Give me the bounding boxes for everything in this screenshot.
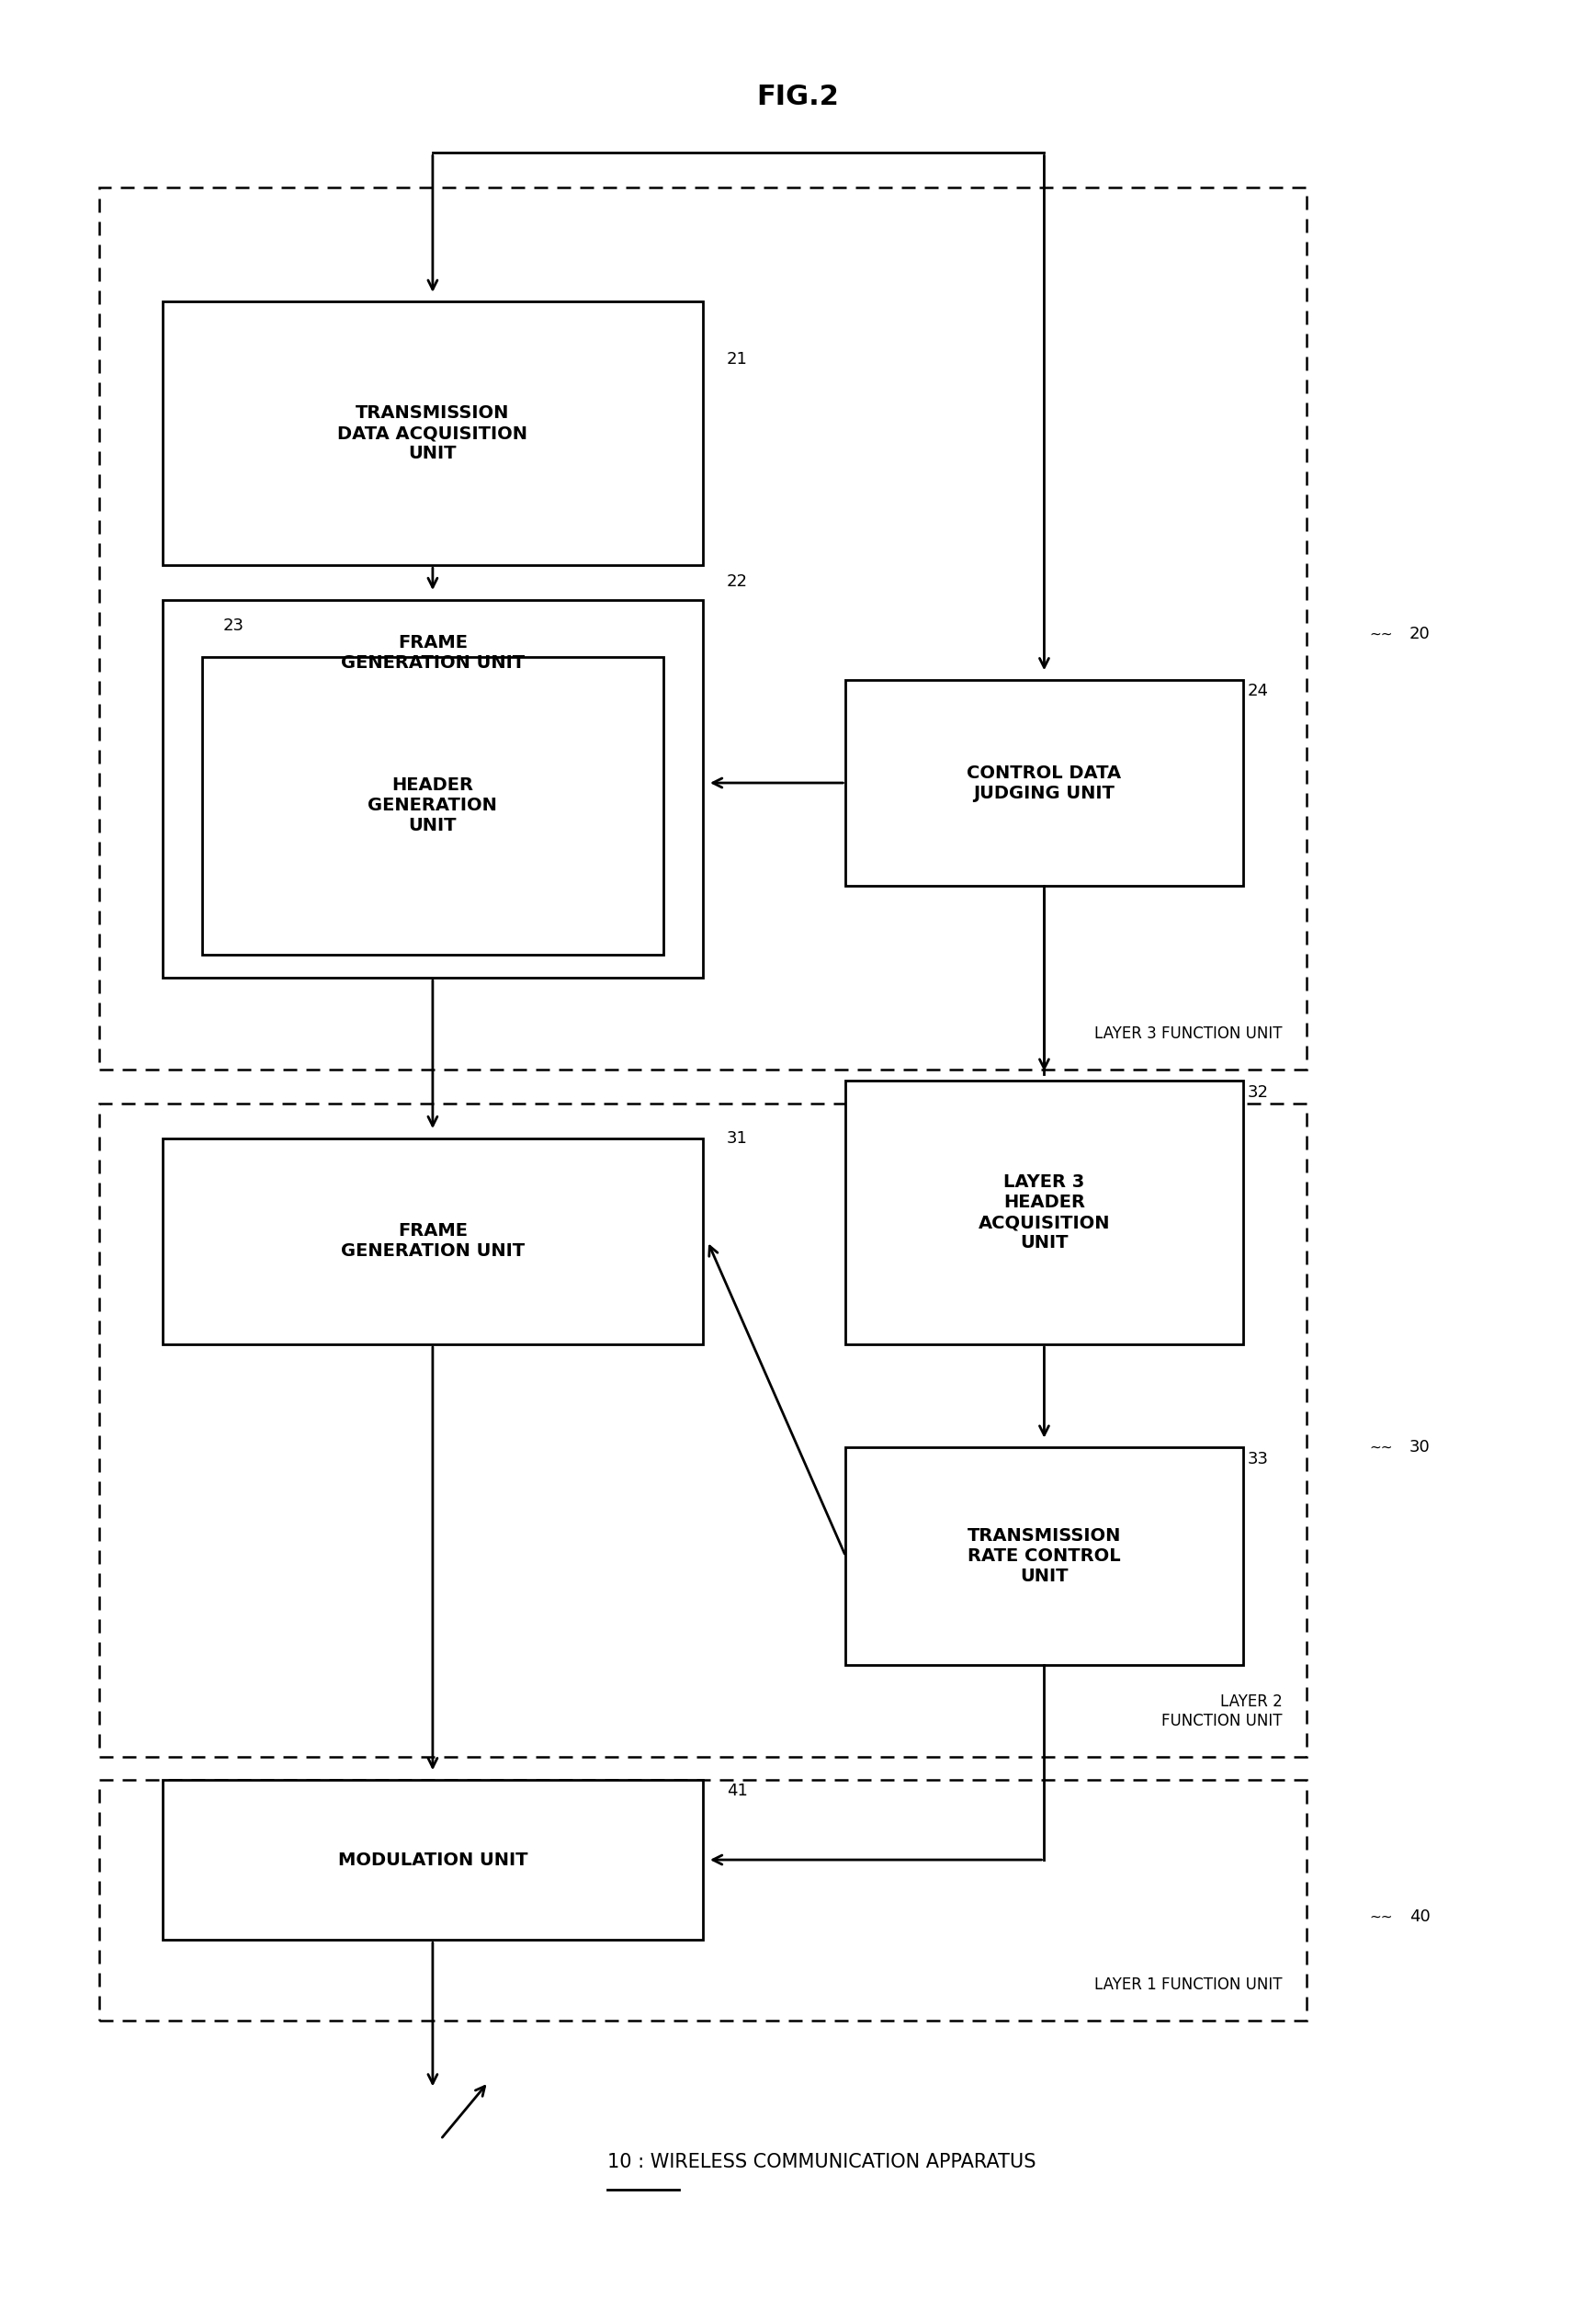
Text: 32: 32 (1248, 1083, 1269, 1101)
Text: ~~: ~~ (1369, 1910, 1393, 1924)
Text: 21: 21 (726, 352, 747, 368)
Text: ~~: ~~ (1369, 1441, 1393, 1455)
Bar (846, 1448, 1243, 1664)
Text: HEADER
GENERATION
UNIT: HEADER GENERATION UNIT (369, 777, 498, 835)
Text: FRAME
GENERATION UNIT: FRAME GENERATION UNIT (340, 635, 525, 671)
Text: MODULATION UNIT: MODULATION UNIT (338, 1851, 528, 1869)
Text: 40: 40 (1409, 1908, 1430, 1924)
Bar (163, 600, 702, 977)
Text: LAYER 1 FUNCTION UNIT: LAYER 1 FUNCTION UNIT (1095, 1977, 1283, 1993)
Text: 22: 22 (726, 572, 747, 589)
Text: 30: 30 (1409, 1439, 1430, 1455)
Text: TRANSMISSION
RATE CONTROL
UNIT: TRANSMISSION RATE CONTROL UNIT (967, 1527, 1120, 1584)
Bar (846, 681, 1243, 885)
Text: LAYER 3
HEADER
ACQUISITION
UNIT: LAYER 3 HEADER ACQUISITION UNIT (978, 1172, 1111, 1251)
Text: FRAME
GENERATION UNIT: FRAME GENERATION UNIT (340, 1223, 525, 1260)
Text: 20: 20 (1409, 625, 1430, 641)
Text: LAYER 3 FUNCTION UNIT: LAYER 3 FUNCTION UNIT (1095, 1025, 1283, 1041)
Bar (99, 1104, 1306, 1756)
Text: TRANSMISSION
DATA ACQUISITION
UNIT: TRANSMISSION DATA ACQUISITION UNIT (338, 405, 528, 462)
Text: FIG.2: FIG.2 (757, 85, 839, 110)
Text: 10 : WIRELESS COMMUNICATION APPARATUS: 10 : WIRELESS COMMUNICATION APPARATUS (608, 2154, 1036, 2173)
Bar (203, 658, 662, 954)
Text: 33: 33 (1248, 1451, 1269, 1467)
Bar (99, 1779, 1306, 2021)
Text: LAYER 2
FUNCTION UNIT: LAYER 2 FUNCTION UNIT (1162, 1694, 1283, 1729)
Bar (163, 1138, 702, 1345)
Bar (846, 1081, 1243, 1345)
Text: CONTROL DATA
JUDGING UNIT: CONTROL DATA JUDGING UNIT (967, 763, 1122, 802)
Bar (163, 301, 702, 566)
Text: ~~: ~~ (1369, 628, 1393, 641)
Text: 41: 41 (726, 1782, 747, 1800)
Bar (163, 1779, 702, 1940)
Text: 31: 31 (726, 1129, 747, 1147)
Bar (99, 186, 1306, 1069)
Text: 23: 23 (223, 618, 244, 635)
Text: 24: 24 (1248, 683, 1269, 699)
